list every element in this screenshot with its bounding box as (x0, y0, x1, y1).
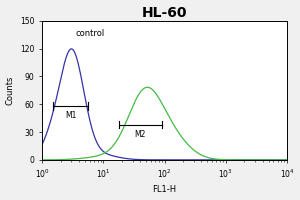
X-axis label: FL1-H: FL1-H (153, 185, 177, 194)
Y-axis label: Counts: Counts (6, 76, 15, 105)
Text: M2: M2 (134, 130, 146, 139)
Text: control: control (76, 29, 105, 38)
Title: HL-60: HL-60 (142, 6, 188, 20)
Text: M1: M1 (65, 111, 76, 120)
